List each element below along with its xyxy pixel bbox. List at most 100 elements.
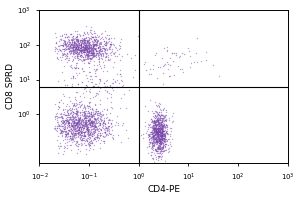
Point [93,37,98,40]
Point [153,153,158,157]
Point [75,40,80,43]
Point [69,119,74,122]
Point [152,126,156,129]
Point [107,37,112,40]
Point [155,105,160,108]
Point [160,130,164,133]
Point [155,103,160,106]
Point [82,124,87,127]
Point [83,45,88,48]
Point [86,49,91,52]
Point [78,130,82,133]
Point [98,48,103,51]
Point [78,53,83,56]
Point [151,114,156,118]
Point [68,50,73,53]
Point [105,47,110,50]
Point [95,116,100,120]
Point [103,36,108,39]
Point [155,151,160,154]
Point [106,132,111,135]
Point [59,123,64,126]
Point [74,111,79,114]
Point [61,44,65,47]
Point [155,135,160,139]
Point [69,54,74,57]
Point [153,128,158,131]
Point [161,124,166,128]
Point [96,49,100,52]
Point [80,125,85,129]
Point [158,130,163,133]
Point [96,137,101,140]
Point [149,120,154,123]
Point [61,101,66,104]
Point [53,35,58,38]
Point [94,43,98,47]
Point [95,40,100,43]
Point [69,127,74,131]
Point [160,82,165,85]
Point [57,128,62,131]
Point [88,51,93,55]
Point [62,119,67,122]
Point [98,128,103,131]
Point [65,118,70,121]
Point [159,120,164,123]
Point [152,129,157,132]
Point [72,43,77,46]
Point [176,55,181,58]
Point [97,133,102,136]
Point [58,131,62,134]
Point [160,129,165,132]
Point [99,43,103,46]
Point [93,48,98,51]
Point [82,121,87,124]
Point [162,136,167,140]
Point [68,129,73,132]
Point [156,118,161,121]
Point [72,111,76,114]
Point [63,42,68,45]
Point [154,149,158,152]
Point [92,130,97,133]
Point [67,115,71,118]
Point [92,116,96,119]
Point [76,124,81,127]
Point [119,79,124,82]
Point [77,55,82,58]
Point [61,120,66,124]
Point [73,51,78,54]
Point [92,136,97,139]
Point [111,52,116,55]
Point [73,43,77,46]
Point [76,49,81,52]
Point [156,139,161,142]
Point [78,47,82,50]
Point [74,110,79,113]
Point [84,45,89,48]
Point [158,147,163,150]
Point [62,43,67,46]
Point [104,133,109,136]
Point [84,124,89,127]
Point [75,41,80,44]
Point [74,35,79,38]
Point [58,99,63,102]
Point [56,44,61,48]
Point [69,137,74,140]
Point [83,134,88,137]
Point [89,110,94,114]
Point [64,120,69,123]
Point [76,111,81,114]
Point [85,128,90,132]
Point [56,101,61,104]
Point [69,137,74,140]
Point [95,128,100,132]
Point [75,90,80,93]
Point [76,126,81,129]
Point [159,147,164,150]
Point [111,43,116,46]
Point [93,118,98,121]
Point [114,55,119,58]
